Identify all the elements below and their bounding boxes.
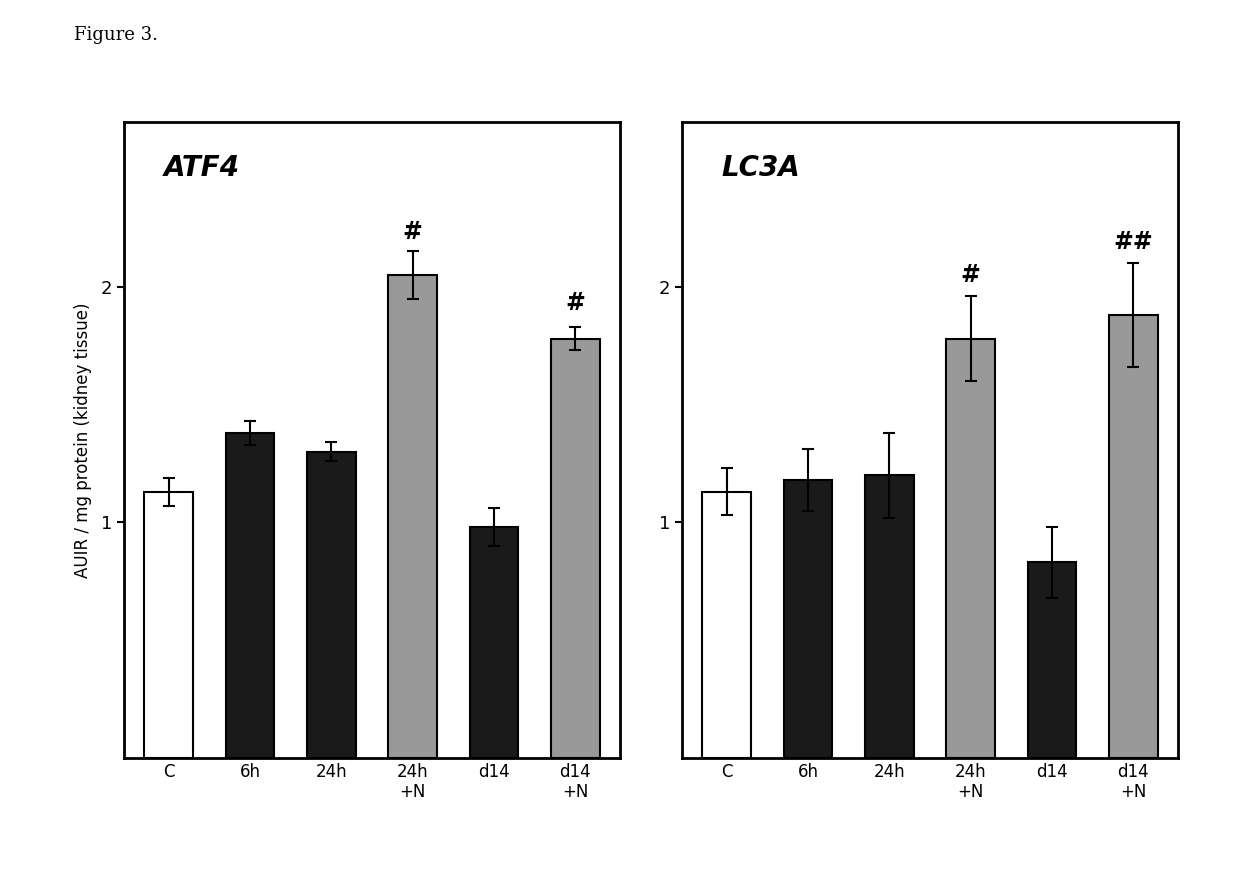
Bar xyxy=(702,491,751,758)
Bar xyxy=(551,339,600,758)
Bar xyxy=(308,452,356,758)
Y-axis label: AUIR / mg protein (kidney tissue): AUIR / mg protein (kidney tissue) xyxy=(74,302,92,577)
Text: ATF4: ATF4 xyxy=(164,154,239,182)
Text: #: # xyxy=(565,291,585,315)
Bar xyxy=(1109,315,1158,758)
Bar xyxy=(1028,563,1076,758)
Bar xyxy=(226,433,274,758)
Text: ##: ## xyxy=(1114,230,1153,253)
Text: #: # xyxy=(961,263,981,287)
Bar xyxy=(144,491,193,758)
Bar xyxy=(470,527,518,758)
Text: LC3A: LC3A xyxy=(722,154,801,182)
Bar xyxy=(946,339,994,758)
Bar xyxy=(388,275,436,758)
Text: Figure 3.: Figure 3. xyxy=(74,26,159,44)
Bar xyxy=(866,476,914,758)
Text: #: # xyxy=(403,220,423,245)
Bar xyxy=(784,480,832,758)
